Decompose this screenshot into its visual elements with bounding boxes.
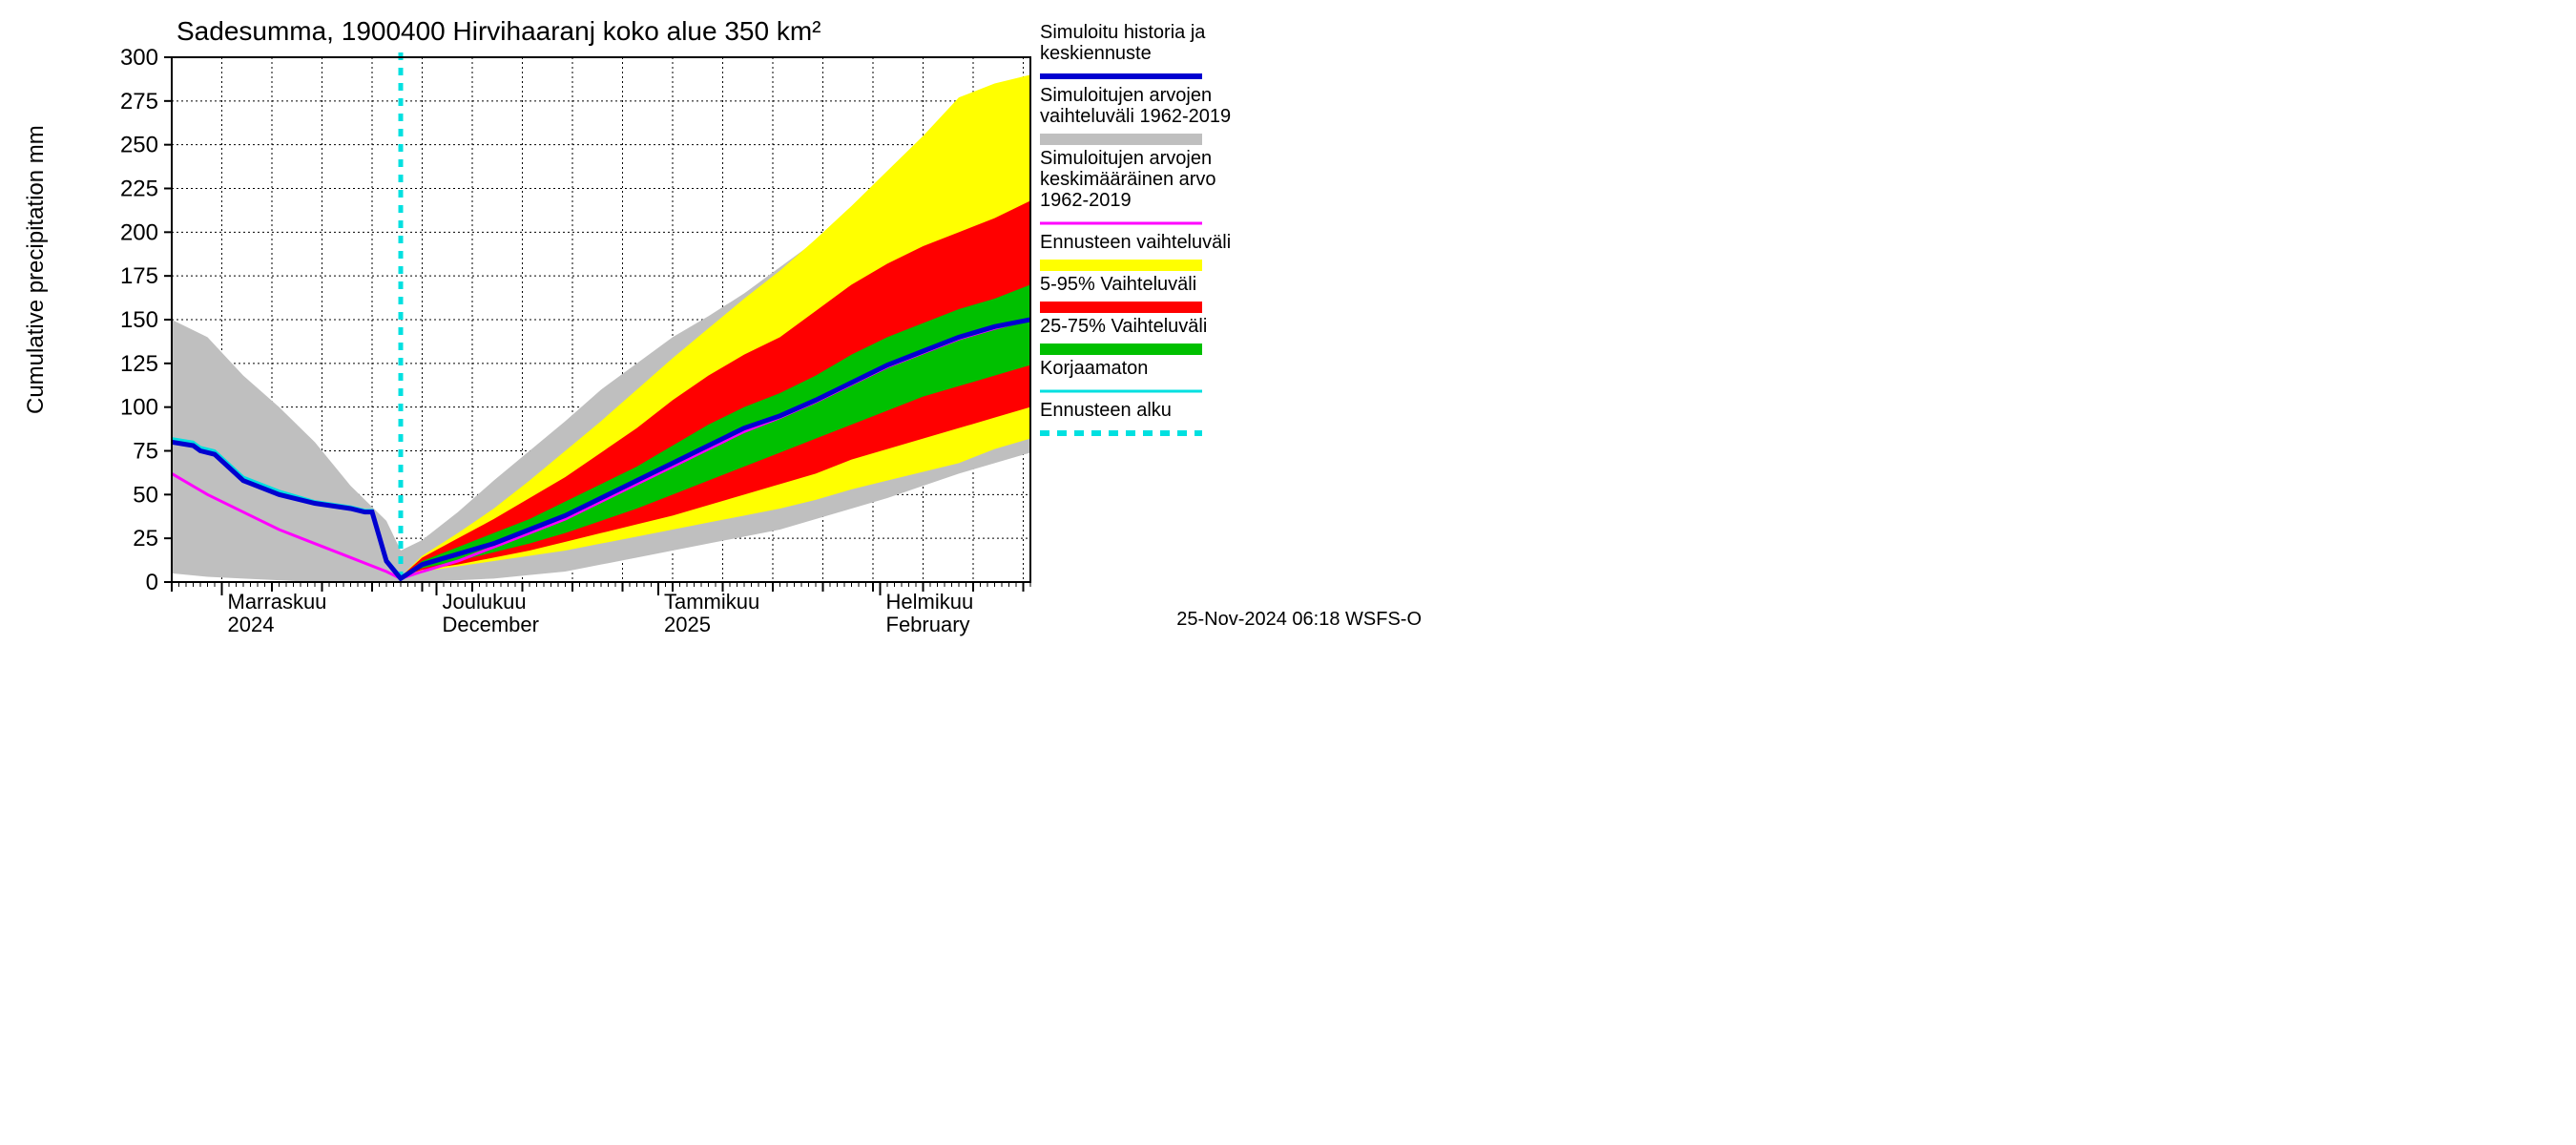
x-month-label-top: Joulukuu <box>443 590 527 614</box>
y-axis-label: Cumulative precipitation mm <box>23 125 49 414</box>
y-tick-label: 300 <box>120 45 158 71</box>
y-tick-label: 225 <box>120 177 158 202</box>
legend-text: 5-95% Vaihteluväli <box>1040 274 1196 295</box>
y-tick-label: 75 <box>133 439 158 465</box>
legend-text: Ennusteen alku <box>1040 400 1172 421</box>
x-month-label-bottom: 2024 <box>228 613 275 636</box>
x-month-label-bottom: February <box>886 613 970 636</box>
y-tick-label: 0 <box>146 570 158 595</box>
legend-text: Ennusteen vaihteluväli <box>1040 232 1231 253</box>
legend-text: Simuloitujen arvojen <box>1040 148 1212 169</box>
y-tick-label: 150 <box>120 307 158 333</box>
y-tick-label: 100 <box>120 395 158 421</box>
y-tick-label: 125 <box>120 351 158 377</box>
y-tick-label: 250 <box>120 133 158 158</box>
y-tick-label: 275 <box>120 89 158 114</box>
legend-text: Simuloitu historia ja <box>1040 22 1206 43</box>
y-tick-label: 25 <box>133 526 158 552</box>
x-month-label-top: Helmikuu <box>886 590 974 614</box>
footer-timestamp: 25-Nov-2024 06:18 WSFS-O <box>1176 609 1422 630</box>
y-tick-label: 200 <box>120 219 158 245</box>
x-month-label-bottom: 2025 <box>664 613 711 636</box>
legend-text: Simuloitujen arvojen <box>1040 85 1212 106</box>
legend-text: keskiennuste <box>1040 43 1152 64</box>
x-month-label-top: Tammikuu <box>664 590 759 614</box>
legend-text: 1962-2019 <box>1040 190 1132 211</box>
legend-text: 25-75% Vaihteluväli <box>1040 316 1207 337</box>
legend-text: keskimääräinen arvo <box>1040 169 1216 190</box>
chart-title: Sadesumma, 1900400 Hirvihaaranj koko alu… <box>177 16 821 46</box>
x-month-label-top: Marraskuu <box>228 590 327 614</box>
y-tick-label: 50 <box>133 482 158 508</box>
precipitation-chart: 0 25 50 75 100 125 150 175 200 225 250 275 300 Cumula… <box>0 0 1431 636</box>
x-month-label-bottom: December <box>443 613 539 636</box>
legend-text: Korjaamaton <box>1040 358 1148 379</box>
legend-text: vaihteluväli 1962-2019 <box>1040 106 1231 127</box>
y-tick-label: 175 <box>120 263 158 289</box>
